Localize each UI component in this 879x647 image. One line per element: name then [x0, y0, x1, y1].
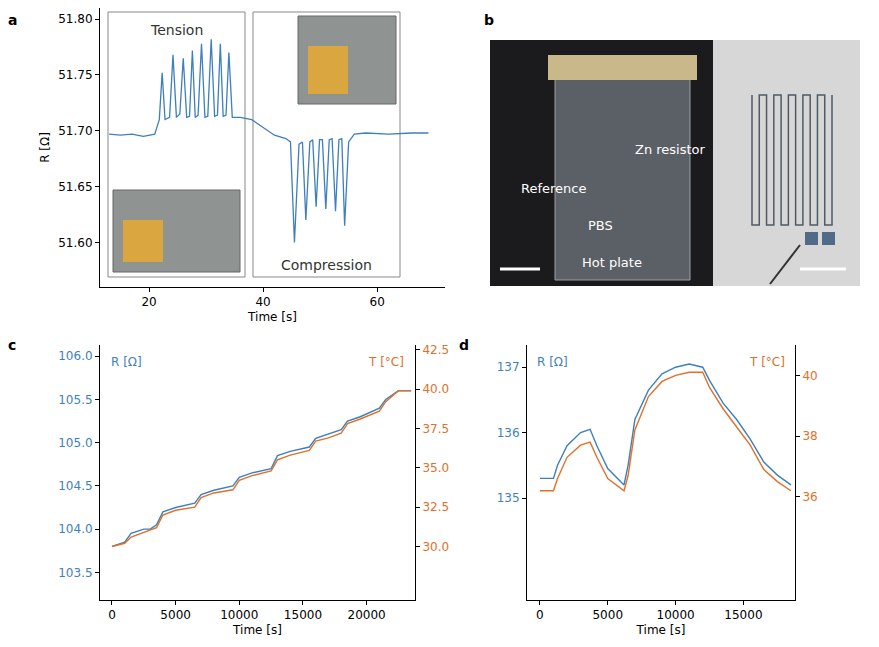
svg-text:60: 60	[369, 295, 384, 309]
svg-text:a: a	[8, 12, 17, 28]
svg-text:PBS: PBS	[588, 218, 613, 233]
svg-text:38: 38	[802, 429, 817, 443]
svg-text:10000: 10000	[220, 608, 258, 622]
svg-text:5000: 5000	[160, 608, 191, 622]
svg-text:135: 135	[497, 491, 520, 505]
svg-text:137: 137	[497, 360, 520, 374]
svg-text:40.0: 40.0	[422, 382, 449, 396]
svg-text:104.0: 104.0	[58, 522, 92, 536]
svg-text:36: 36	[802, 490, 817, 504]
svg-text:Reference: Reference	[521, 181, 586, 196]
svg-text:42.5: 42.5	[422, 343, 449, 357]
svg-text:106.0: 106.0	[58, 349, 92, 363]
svg-text:c: c	[8, 337, 16, 353]
svg-text:51.70: 51.70	[58, 124, 92, 138]
svg-text:103.5: 103.5	[58, 566, 92, 580]
svg-text:Time [s]: Time [s]	[247, 310, 297, 324]
svg-text:20000: 20000	[348, 608, 386, 622]
svg-text:R [Ω]: R [Ω]	[38, 132, 52, 163]
svg-text:5000: 5000	[592, 608, 623, 622]
svg-text:T [°C]: T [°C]	[368, 355, 404, 369]
svg-text:Zn resistor: Zn resistor	[635, 142, 706, 157]
svg-text:51.80: 51.80	[58, 12, 92, 26]
svg-text:40: 40	[802, 369, 817, 383]
svg-text:30.0: 30.0	[422, 540, 449, 554]
svg-text:0: 0	[108, 608, 116, 622]
svg-text:R [Ω]: R [Ω]	[537, 355, 568, 369]
svg-text:15000: 15000	[724, 608, 762, 622]
svg-text:b: b	[484, 12, 494, 28]
svg-text:105.5: 105.5	[58, 393, 92, 407]
svg-text:40: 40	[255, 295, 270, 309]
svg-text:d: d	[459, 337, 469, 353]
svg-text:Time [s]: Time [s]	[232, 623, 282, 637]
svg-text:Compression: Compression	[281, 257, 372, 273]
svg-text:Time [s]: Time [s]	[636, 623, 686, 637]
svg-text:20: 20	[141, 295, 156, 309]
svg-text:51.65: 51.65	[58, 180, 92, 194]
svg-text:Tension: Tension	[150, 22, 203, 38]
svg-text:0: 0	[536, 608, 544, 622]
svg-text:35.0: 35.0	[422, 461, 449, 475]
svg-text:10000: 10000	[656, 608, 694, 622]
svg-text:51.75: 51.75	[58, 68, 92, 82]
svg-text:104.5: 104.5	[58, 479, 92, 493]
svg-text:R [Ω]: R [Ω]	[111, 355, 142, 369]
svg-text:32.5: 32.5	[422, 500, 449, 514]
svg-text:15000: 15000	[284, 608, 322, 622]
svg-text:51.60: 51.60	[58, 236, 92, 250]
svg-text:136: 136	[497, 426, 520, 440]
svg-text:T [°C]: T [°C]	[749, 355, 785, 369]
svg-text:37.5: 37.5	[422, 422, 449, 436]
svg-text:105.0: 105.0	[58, 436, 92, 450]
svg-text:Hot plate: Hot plate	[582, 255, 642, 270]
